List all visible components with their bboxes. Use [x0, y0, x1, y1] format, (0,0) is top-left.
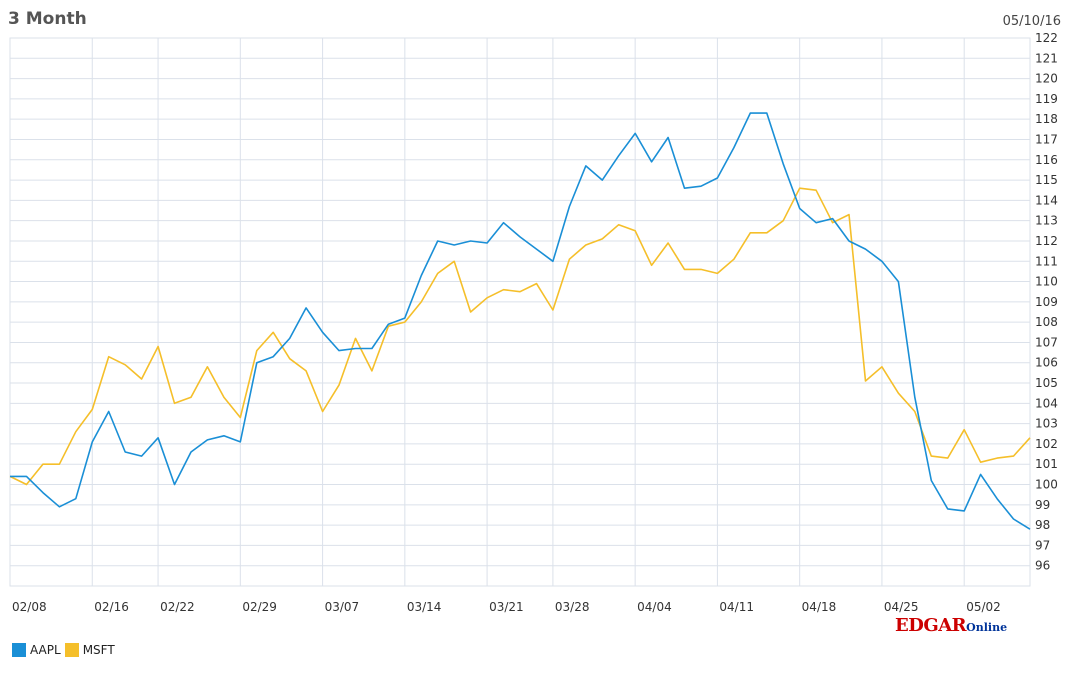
x-tick-label: 02/29	[242, 600, 277, 614]
y-tick-label: 114	[1035, 193, 1058, 207]
x-tick-label: 05/02	[966, 600, 1001, 614]
x-axis-labels: 02/08 02/16 02/22 02/29 03/07 03/14 03/21 03/28…	[12, 600, 1001, 614]
y-tick-label: 107	[1035, 335, 1058, 349]
y-tick-label: 96	[1035, 559, 1050, 573]
y-tick-label: 97	[1035, 538, 1050, 552]
y-tick-label: 115	[1035, 173, 1058, 187]
y-tick-label: 110	[1035, 275, 1058, 289]
y-axis-labels: 96 97 98 99 100 101 102 103 104 105 106 107 108 109 11…	[1035, 31, 1058, 573]
x-tick-label: 02/16	[94, 600, 129, 614]
legend-label-aapl[interactable]: AAPL	[30, 643, 61, 657]
legend-swatch-aapl	[12, 643, 26, 657]
y-tick-label: 117	[1035, 132, 1058, 146]
y-tick-label: 108	[1035, 315, 1058, 329]
chart-lines	[9, 112, 1031, 530]
legend-swatch-msft	[64, 643, 79, 657]
y-tick-label: 99	[1035, 498, 1050, 512]
x-tick-label: 03/14	[407, 600, 442, 614]
y-tick-label: 109	[1035, 295, 1058, 309]
x-tick-label: 04/25	[884, 600, 919, 614]
y-tick-label: 121	[1035, 51, 1058, 65]
y-tick-label: 102	[1035, 437, 1058, 451]
chart-date: 05/10/16	[1002, 14, 1061, 29]
x-tick-label: 03/21	[489, 600, 524, 614]
legend-label-msft[interactable]: MSFT	[82, 643, 115, 657]
y-tick-label: 118	[1035, 112, 1058, 126]
x-tick-label: 02/22	[160, 600, 195, 614]
edgar-online-logo[interactable]: EDGAROnline	[895, 615, 1007, 636]
chart-grid	[9, 37, 1031, 587]
x-tick-label: 04/04	[637, 600, 672, 614]
x-tick-label: 04/18	[802, 600, 837, 614]
y-tick-label: 122	[1035, 31, 1058, 45]
series-line-msft	[9, 187, 1031, 486]
x-tick-label: 03/07	[325, 600, 360, 614]
series-line-aapl	[10, 112, 1031, 530]
y-tick-label: 112	[1035, 234, 1058, 248]
y-tick-label: 100	[1035, 478, 1058, 492]
y-tick-label: 98	[1035, 518, 1050, 532]
y-tick-label: 101	[1035, 457, 1058, 471]
chart-title: 3 Month	[8, 9, 87, 29]
brand-sub: Online	[966, 621, 1008, 634]
chart-legend: AAPL MSFT	[12, 643, 119, 657]
y-tick-label: 104	[1035, 396, 1058, 410]
y-tick-label: 103	[1035, 417, 1058, 431]
y-tick-label: 106	[1035, 356, 1058, 370]
y-tick-label: 119	[1035, 92, 1058, 106]
x-tick-label: 04/11	[719, 600, 754, 614]
plot-area	[9, 37, 1031, 587]
x-tick-label: 02/08	[12, 600, 47, 614]
brand-main: EDGAR	[895, 615, 967, 636]
y-tick-label: 105	[1035, 376, 1058, 390]
y-tick-label: 113	[1035, 214, 1058, 228]
x-tick-label: 03/28	[555, 600, 590, 614]
y-tick-label: 111	[1035, 254, 1058, 268]
y-tick-label: 116	[1035, 153, 1058, 167]
y-tick-label: 120	[1035, 72, 1058, 86]
